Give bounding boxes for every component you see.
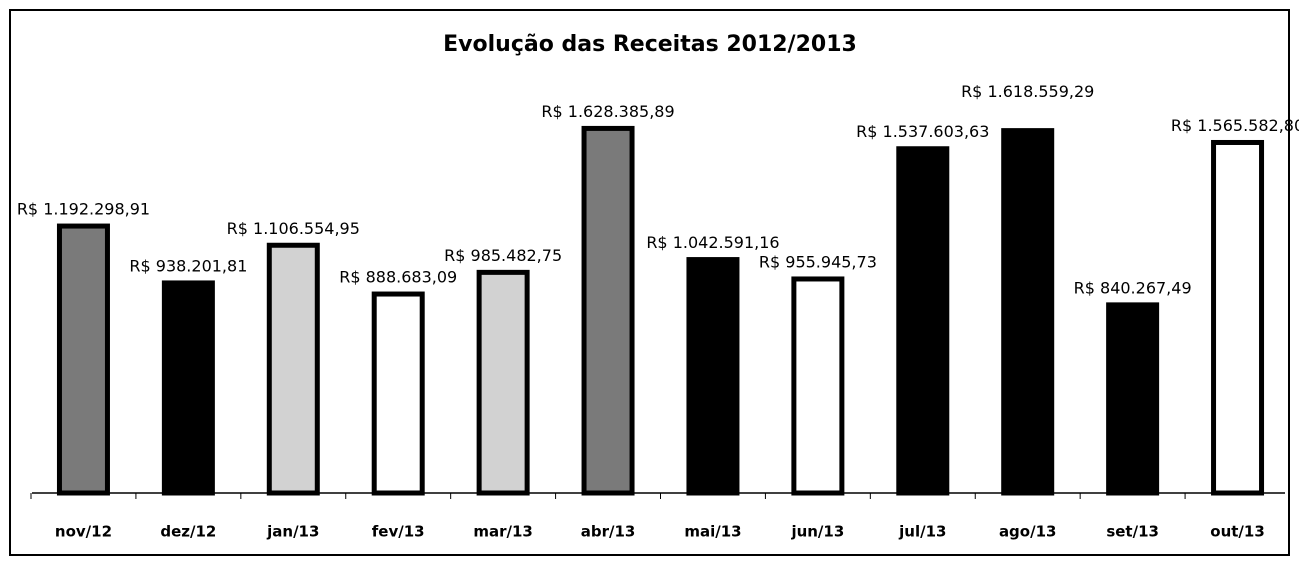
data-label: R$ 1.628.385,89 [541,102,674,121]
x-tick-label: jan/13 [266,523,319,541]
chart-title: Evolução das Receitas 2012/2013 [443,32,857,57]
bar [791,276,845,496]
x-tick-label: abr/13 [581,523,636,541]
x-tick-label: dez/12 [160,523,216,541]
x-tick-label: out/13 [1210,523,1265,541]
x-tick-label: jul/13 [898,523,946,541]
bar [476,269,530,496]
data-label: R$ 1.042.591,16 [646,233,779,252]
bar [56,223,110,496]
bar [266,242,320,496]
bar [1001,128,1055,496]
data-label: R$ 985.482,75 [444,246,562,265]
bar [371,291,425,496]
bar [161,280,215,496]
data-label: R$ 1.618.559,29 [961,82,1094,101]
data-label: R$ 888.683,09 [339,268,457,287]
bar [686,257,740,496]
data-label: R$ 1.537.603,63 [856,122,989,141]
x-tick-label: mar/13 [473,523,533,541]
data-label: R$ 955.945,73 [759,252,877,271]
x-tick-label: mai/13 [684,523,741,541]
data-label: R$ 1.565.582,80 [1171,116,1299,135]
data-label: R$ 1.106.554,95 [227,219,360,238]
bar [1211,139,1265,496]
chart-frame [9,9,1290,556]
bar [1106,302,1160,496]
x-tick-label: ago/13 [999,523,1057,541]
bar [581,125,635,496]
bar [896,146,950,496]
data-label: R$ 938.201,81 [129,256,247,275]
x-tick-label: jun/13 [790,523,844,541]
x-tick-label: fev/13 [372,523,425,541]
data-label: R$ 840.267,49 [1074,278,1192,297]
data-label: R$ 1.192.298,91 [17,200,150,219]
x-tick-label: nov/12 [55,523,112,541]
x-tick-label: set/13 [1106,523,1159,541]
